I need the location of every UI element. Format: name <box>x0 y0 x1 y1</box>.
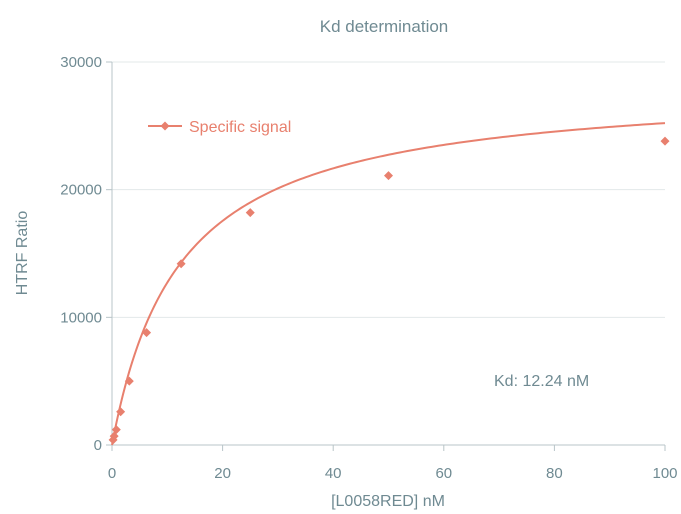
y-tick-label: 20000 <box>60 182 102 199</box>
data-point <box>124 376 134 386</box>
x-tick-label: 0 <box>108 465 116 482</box>
y-tick-label: 10000 <box>60 309 102 326</box>
x-tick-label: 80 <box>546 465 563 482</box>
data-point <box>116 407 126 417</box>
legend-marker <box>160 121 170 131</box>
x-tick-label: 20 <box>214 465 231 482</box>
data-points <box>108 136 670 445</box>
data-point <box>111 425 121 435</box>
y-axis-label: HTRF Ratio <box>14 211 31 296</box>
chart-title: Kd determination <box>320 17 449 36</box>
fit-curve <box>111 122 666 446</box>
gridlines <box>112 61 665 318</box>
kd-annotation: Kd: 12.24 nM <box>494 373 589 390</box>
legend-label: Specific signal <box>189 119 291 136</box>
fit-curve-group <box>111 122 666 446</box>
axis-ticks: 0 10000 20000 30000 0 20 40 60 80 100 <box>60 54 677 482</box>
data-point <box>176 259 186 269</box>
data-point <box>384 171 393 181</box>
x-tick-label: 60 <box>435 465 452 482</box>
x-tick-label: 100 <box>652 465 677 482</box>
y-tick-label: 0 <box>94 437 102 454</box>
x-tick-label: 40 <box>325 465 342 482</box>
x-axis-label: [L0058RED] nM <box>331 493 445 510</box>
y-tick-label: 30000 <box>60 54 102 71</box>
data-point <box>142 328 152 338</box>
data-point <box>245 208 255 218</box>
legend: Specific signal <box>148 119 291 136</box>
data-point <box>660 136 670 146</box>
